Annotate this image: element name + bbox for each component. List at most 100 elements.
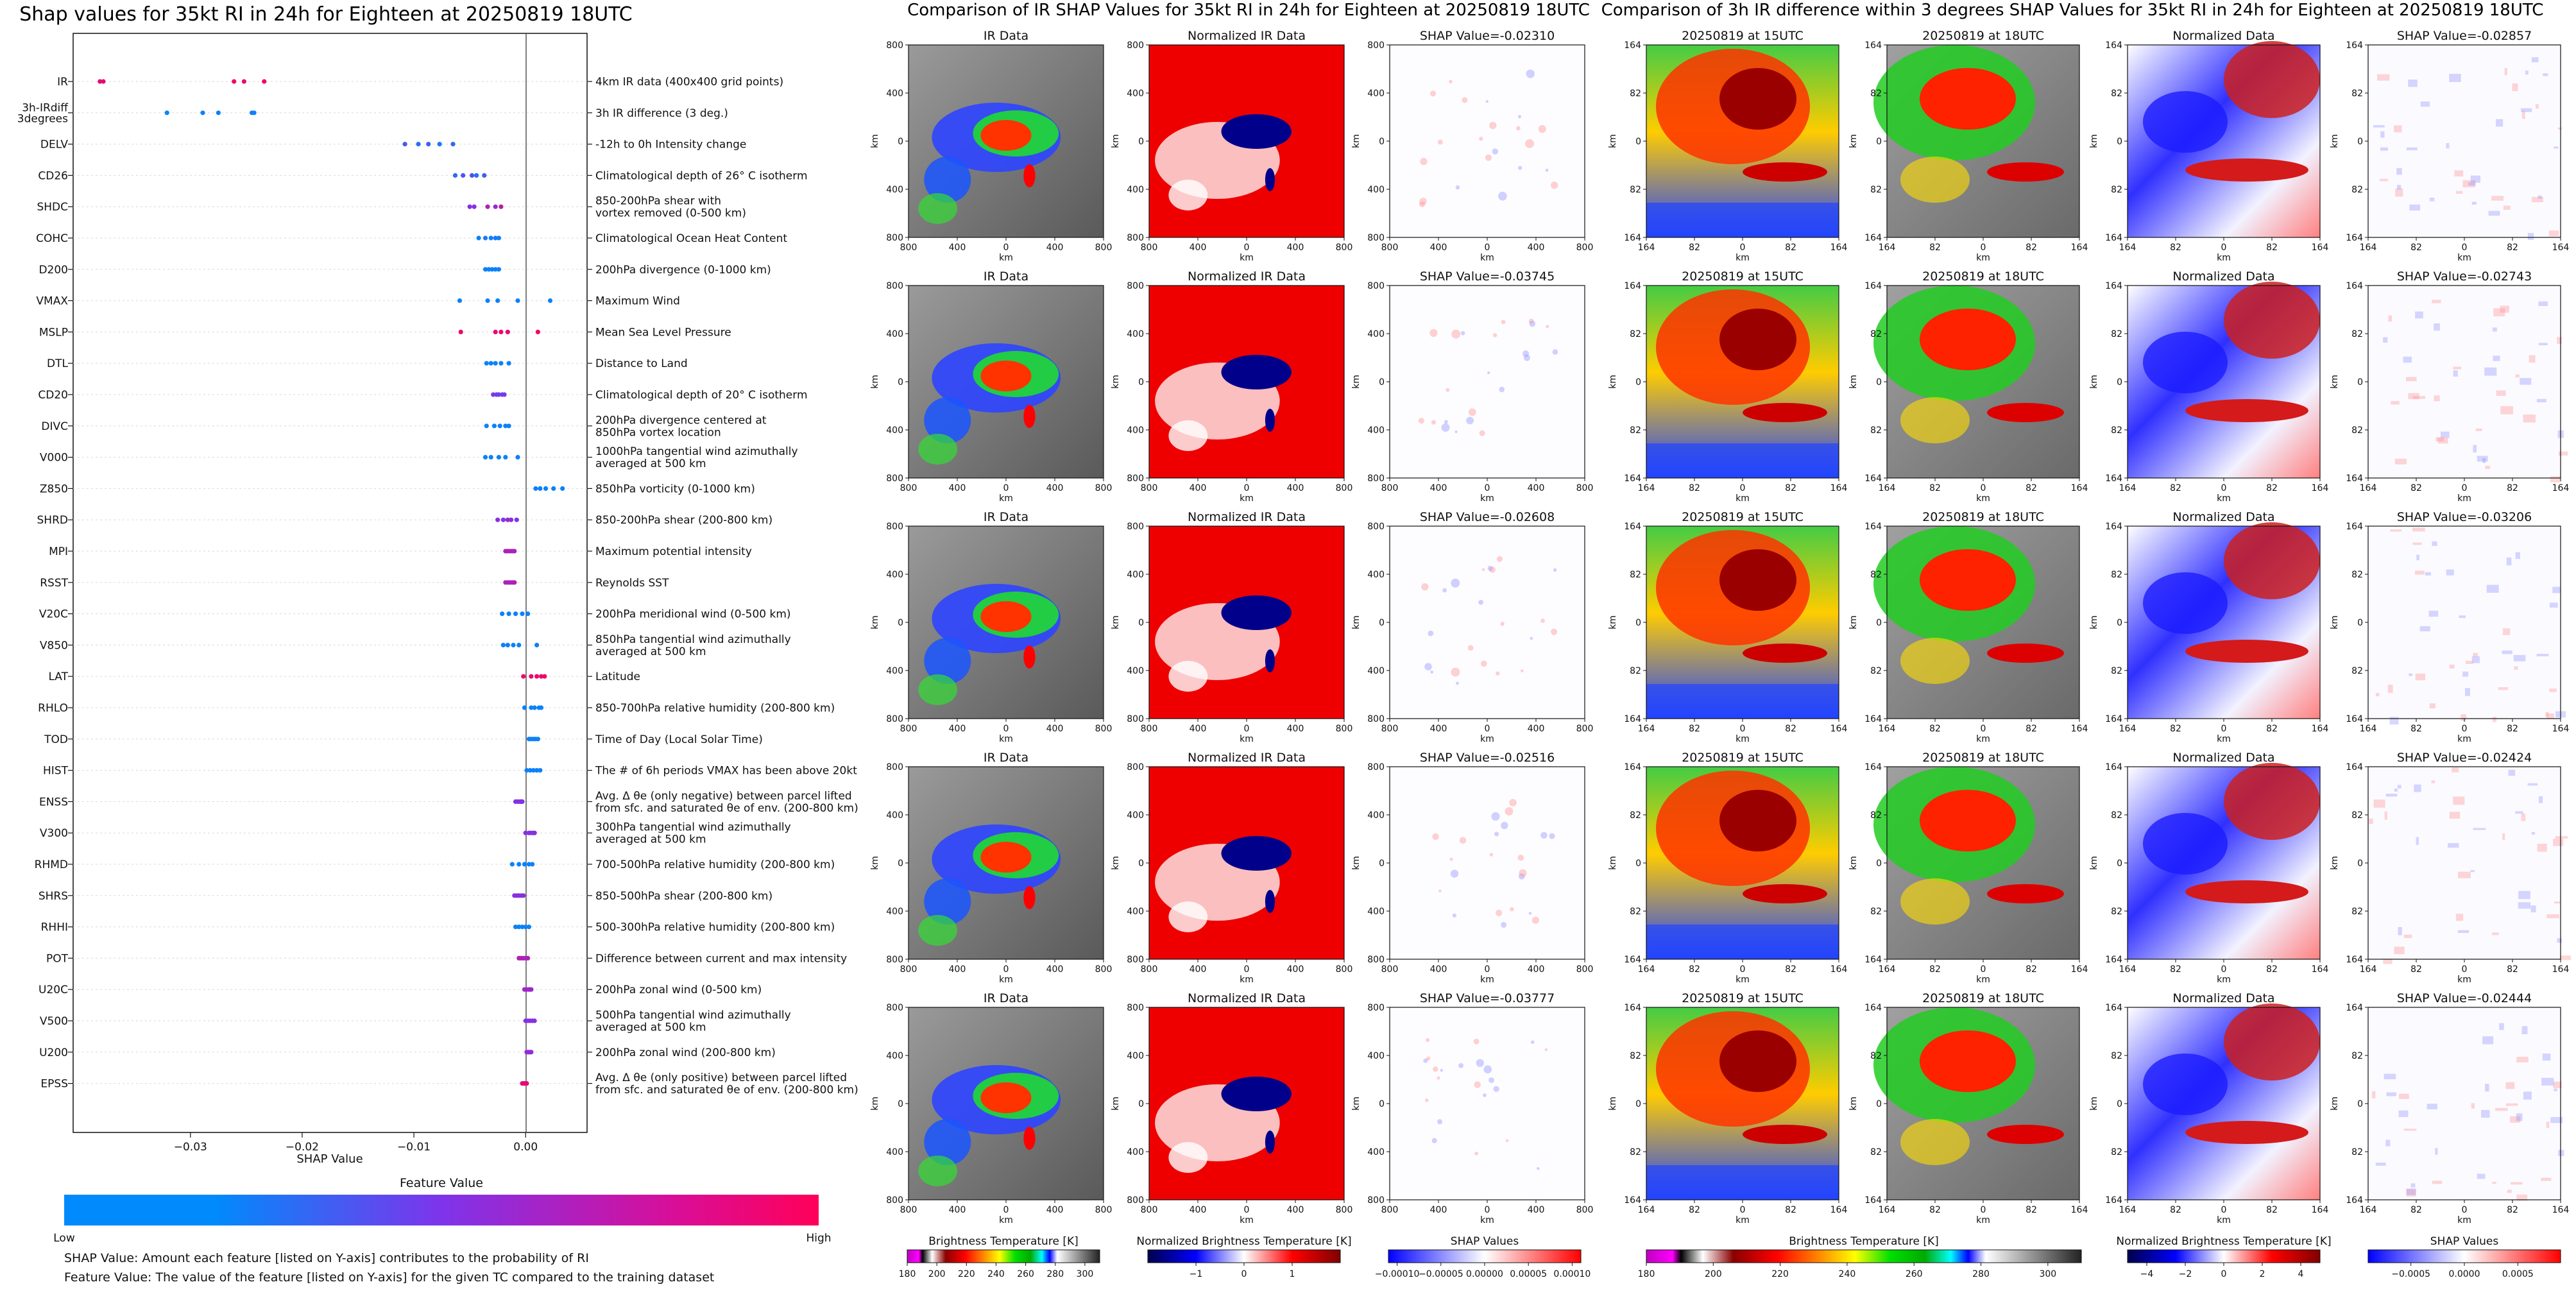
shap-point — [457, 298, 463, 303]
feature-description: Difference between current and max inten… — [595, 952, 847, 965]
feature-description: 200hPa zonal wind (0-500 km) — [595, 984, 762, 996]
y-tick-label: 0 — [2357, 1099, 2363, 1109]
y-tick-label: 164 — [1864, 233, 1882, 243]
shap-point — [539, 705, 544, 710]
subplot-title: 20250819 at 18UTC — [1922, 991, 2044, 1005]
feature-description: Maximum potential intensity — [595, 545, 752, 558]
subplot-title: 20250819 at 15UTC — [1682, 991, 1804, 1005]
shap-point — [488, 361, 493, 366]
x-tick-label: 164 — [1830, 243, 1848, 253]
y-axis-label: km — [1111, 134, 1121, 148]
x-tick-label: 164 — [2360, 483, 2377, 493]
summary-xlabel: SHAP Value — [296, 1152, 363, 1166]
x-axis-label: km — [2457, 734, 2471, 744]
x-tick-label: 0 — [1003, 1205, 1009, 1215]
x-tick-label: 0.00 — [513, 1141, 538, 1154]
x-tick-label: 164 — [2312, 483, 2329, 493]
x-axis-label: km — [1480, 493, 1494, 504]
map-image — [2128, 282, 2320, 478]
y-tick-label: 400 — [1127, 907, 1144, 917]
y-tick-label: 82 — [2351, 425, 2363, 436]
x-tick-label: 82 — [2266, 724, 2278, 734]
shap-point — [482, 235, 488, 241]
map-image — [908, 767, 1104, 959]
feature-description: 850-700hPa relative humidity (200-800 km… — [595, 702, 835, 715]
shap-point — [488, 235, 493, 241]
y-tick-label: 800 — [1127, 714, 1144, 724]
x-tick-label: 0 — [1485, 1205, 1490, 1215]
y-tick-label: 400 — [1127, 570, 1144, 580]
y-tick-label: 800 — [1367, 233, 1385, 243]
feature-description: 3h IR difference (3 deg.) — [595, 107, 728, 120]
x-tick-label: 400 — [1190, 243, 1207, 253]
y-tick-label: 0 — [1379, 377, 1385, 388]
shap-point — [509, 862, 515, 867]
y-tick-label: 164 — [2346, 233, 2363, 243]
y-tick-label: 0 — [2117, 137, 2122, 147]
shap-point — [101, 79, 106, 84]
shap-point — [484, 361, 489, 366]
feature-value-colorbar — [64, 1195, 819, 1225]
shap-point — [521, 674, 526, 679]
x-tick-label: 0 — [2462, 1205, 2468, 1215]
feature-name: RHMD — [35, 858, 68, 871]
x-tick-label: 400 — [1046, 724, 1064, 734]
y-tick-label: 800 — [1127, 233, 1144, 243]
y-axis-label: km — [870, 134, 880, 148]
map-image — [2128, 1003, 2320, 1200]
y-tick-label: 0 — [2117, 618, 2122, 628]
shap-point — [200, 110, 205, 115]
x-tick-label: 0 — [2221, 483, 2227, 493]
shap-point — [523, 830, 528, 835]
y-axis-label: km — [2089, 615, 2099, 629]
x-tick-label: 82 — [2170, 1205, 2181, 1215]
y-tick-label: 164 — [2105, 955, 2122, 965]
x-tick-label: 400 — [949, 243, 966, 253]
x-tick-label: 82 — [2170, 724, 2181, 734]
y-tick-label: 0 — [2117, 1099, 2122, 1109]
y-tick-label: 82 — [1870, 1051, 1882, 1061]
x-tick-label: 800 — [1576, 483, 1594, 493]
x-axis-label: km — [2217, 253, 2231, 263]
y-tick-label: 164 — [1864, 762, 1882, 773]
y-tick-label: 82 — [2111, 329, 2122, 339]
y-tick-label: 82 — [2351, 907, 2363, 917]
feature-description: Mean Sea Level Pressure — [595, 326, 731, 339]
x-tick-label: 164 — [1879, 964, 1896, 975]
feature-name: SHRD — [37, 514, 68, 527]
shap-summary-title: Shap values for 35kt RI in 24h for Eight… — [19, 3, 633, 26]
colorbar-tick-label: 300 — [1077, 1269, 1094, 1279]
x-tick-label: 800 — [900, 724, 917, 734]
x-tick-label: 164 — [2360, 243, 2377, 253]
subplot-title: SHAP Value=-0.02857 — [2397, 29, 2532, 43]
y-tick-label: 82 — [1870, 425, 1882, 436]
shap-point — [512, 580, 517, 585]
y-tick-label: 82 — [1630, 185, 1641, 195]
colorbar-tick-label: 240 — [987, 1269, 1005, 1279]
x-tick-label: 82 — [2410, 1205, 2422, 1215]
colorbar-tick-label: −0.00005 — [1419, 1269, 1463, 1279]
x-tick-label: 800 — [1141, 243, 1158, 253]
subplot-title: Normalized IR Data — [1188, 510, 1306, 524]
feature-description: from sfc. and saturated θe of env. (200-… — [595, 1084, 858, 1097]
feature-description: 850hPa vorticity (0-1000 km) — [595, 482, 755, 495]
x-tick-label: 82 — [1689, 483, 1700, 493]
x-axis-label: km — [999, 1215, 1013, 1225]
x-tick-label: 82 — [2026, 1205, 2037, 1215]
feature-description: 500-300hPa relative humidity (200-800 km… — [595, 921, 835, 934]
y-tick-label: 400 — [1127, 425, 1144, 436]
x-tick-label: 400 — [1287, 1205, 1304, 1215]
x-tick-label: 800 — [1141, 724, 1158, 734]
y-tick-label: 82 — [2111, 89, 2122, 99]
x-tick-label: 800 — [1141, 964, 1158, 975]
y-tick-label: 164 — [1864, 281, 1882, 291]
map-image — [908, 286, 1104, 478]
shap-point — [499, 204, 504, 209]
x-axis-label: km — [1736, 975, 1750, 985]
y-tick-label: 82 — [2111, 907, 2122, 917]
x-tick-label: 400 — [1287, 964, 1304, 975]
shap-point — [164, 110, 169, 115]
x-tick-label: 0 — [1485, 483, 1490, 493]
y-tick-label: 82 — [1870, 810, 1882, 821]
x-axis-label: km — [1240, 734, 1254, 744]
